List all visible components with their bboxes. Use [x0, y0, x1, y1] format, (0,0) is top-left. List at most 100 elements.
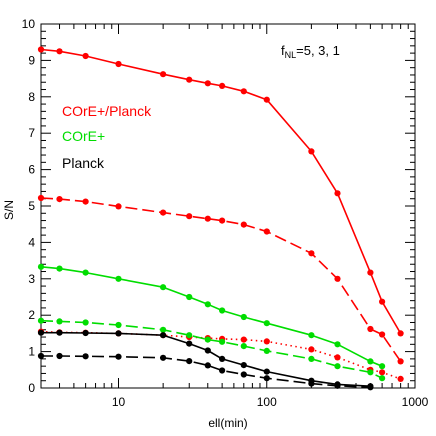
- data-point: [367, 369, 374, 376]
- data-point: [367, 384, 374, 391]
- series-4: [37, 263, 386, 370]
- data-point: [204, 301, 211, 308]
- data-point: [37, 329, 45, 336]
- data-point: [186, 76, 193, 83]
- data-point: [367, 325, 374, 333]
- data-point: [397, 358, 404, 365]
- x-tick-label: 1000: [402, 395, 429, 409]
- y-axis-title: S/N: [2, 200, 16, 220]
- data-point: [115, 353, 122, 360]
- legend-item-core: COrE+: [62, 128, 105, 144]
- data-point: [186, 213, 193, 220]
- data-point: [56, 318, 63, 325]
- data-point: [219, 367, 226, 374]
- series-line: [40, 266, 383, 367]
- data-point: [240, 313, 247, 321]
- series-2: [37, 194, 404, 365]
- data-point: [37, 263, 45, 270]
- data-point: [308, 346, 315, 353]
- data-point: [240, 343, 247, 350]
- data-point: [82, 52, 89, 60]
- data-point: [263, 338, 270, 345]
- series-5: [37, 317, 386, 382]
- data-point: [186, 332, 193, 339]
- data-point: [379, 369, 386, 376]
- data-point: [334, 382, 341, 389]
- data-point: [82, 198, 89, 205]
- series-line: [40, 48, 402, 334]
- data-point: [160, 284, 167, 291]
- y-tick-label: 4: [28, 235, 35, 249]
- x-tick-label: 10: [112, 395, 126, 409]
- legend-item-planck: Planck: [62, 155, 105, 171]
- data-point: [115, 321, 122, 329]
- data-point: [334, 354, 341, 361]
- y-tick-label: 3: [28, 272, 35, 286]
- data-point: [160, 209, 167, 216]
- data-point: [82, 353, 89, 360]
- data-point: [263, 375, 270, 382]
- y-tick-label: 1: [28, 345, 35, 359]
- y-tick-label: 5: [28, 199, 35, 213]
- data-point: [397, 330, 404, 337]
- series-3: [37, 328, 404, 382]
- series-layer: [37, 46, 404, 391]
- y-tick-label: 6: [28, 163, 35, 177]
- axis-ticks: [40, 23, 415, 389]
- data-point: [379, 298, 386, 305]
- fnl-annotation-sub: NL: [285, 50, 297, 60]
- data-point: [379, 363, 386, 370]
- series-7: [37, 352, 374, 391]
- data-point: [334, 190, 341, 197]
- data-point: [82, 269, 89, 276]
- data-point: [186, 293, 193, 301]
- data-point: [219, 338, 226, 345]
- data-point: [82, 319, 89, 326]
- data-point: [308, 332, 315, 339]
- data-point: [263, 228, 270, 235]
- data-point: [263, 96, 270, 103]
- y-tick-label: 9: [28, 53, 35, 67]
- legend-item-core-planck: COrE+/Planck: [62, 103, 152, 119]
- series-line: [40, 319, 383, 379]
- data-point: [308, 250, 315, 257]
- data-point: [308, 355, 315, 362]
- data-point: [240, 362, 247, 369]
- data-point: [334, 363, 341, 370]
- fnl-annotation: fNL=5, 3, 1: [281, 43, 340, 60]
- data-point: [56, 352, 63, 360]
- x-tick-labels: 10 100 1000: [112, 395, 429, 409]
- data-point: [240, 221, 247, 228]
- y-tick-label: 8: [28, 90, 35, 104]
- data-point: [56, 196, 63, 203]
- data-point: [160, 71, 167, 78]
- data-point: [37, 317, 45, 324]
- data-point: [204, 362, 211, 369]
- data-point: [397, 375, 404, 382]
- data-point: [160, 354, 167, 361]
- data-point: [379, 331, 386, 338]
- y-tick-label: 0: [28, 381, 35, 395]
- data-point: [204, 336, 211, 343]
- fnl-annotation-main: f: [281, 43, 285, 58]
- data-point: [240, 336, 247, 343]
- data-point: [37, 46, 45, 53]
- data-point: [115, 275, 122, 282]
- data-point: [115, 60, 122, 68]
- data-point: [37, 352, 45, 360]
- data-point: [219, 307, 226, 314]
- y-tick-label: 2: [28, 308, 35, 322]
- data-point: [308, 148, 315, 155]
- data-point: [56, 265, 63, 272]
- x-tick-label: 100: [257, 395, 277, 409]
- data-point: [263, 347, 270, 354]
- data-point: [219, 217, 226, 224]
- data-point: [115, 330, 122, 337]
- y-tick-label: 10: [22, 17, 36, 31]
- series-1: [37, 46, 404, 337]
- data-point: [204, 215, 211, 222]
- data-point: [367, 269, 374, 276]
- data-point: [160, 332, 167, 339]
- data-point: [219, 355, 226, 362]
